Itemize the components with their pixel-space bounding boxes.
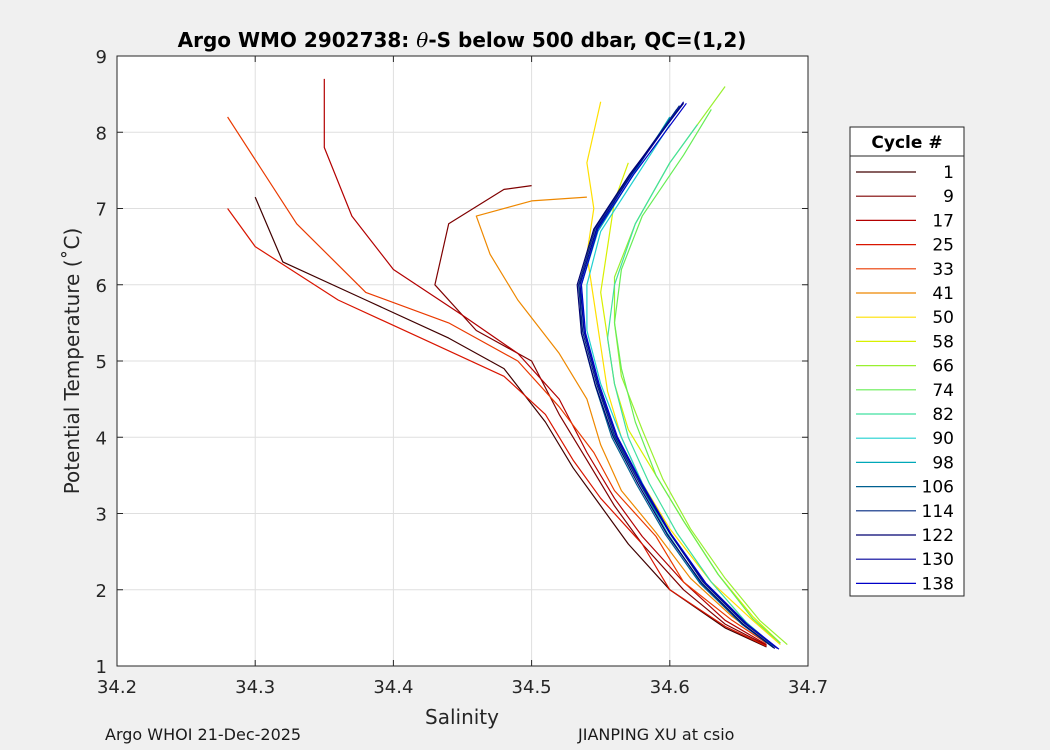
series-line-cycle-138 (580, 102, 780, 650)
legend-label-cycle-74: 74 (932, 381, 954, 401)
footer-right-credit: JIANPING XU at csio (578, 725, 735, 744)
legend-box (849, 126, 965, 597)
series-line-cycle-9 (434, 185, 767, 646)
x-tick-label: 34.4 (373, 677, 413, 698)
legend-label-cycle-58: 58 (932, 332, 954, 352)
legend-label-cycle-122: 122 (922, 526, 954, 546)
footer-left-credit: Argo WHOI 21-Dec-2025 (105, 725, 302, 744)
legend-title: Cycle # (871, 133, 942, 153)
series-line-cycle-25 (227, 208, 767, 647)
legend-label-cycle-25: 25 (932, 236, 954, 256)
legend-label-cycle-106: 106 (922, 478, 954, 498)
y-tick-label: 6 (96, 276, 107, 297)
legend-label-cycle-130: 130 (922, 550, 954, 570)
legend-label-cycle-82: 82 (932, 405, 954, 425)
series-lines (227, 78, 788, 650)
y-tick-label: 4 (96, 428, 107, 449)
legend-label-cycle-1: 1 (943, 163, 954, 183)
y-tick-label: 9 (96, 47, 107, 68)
legend-label-cycle-9: 9 (943, 187, 954, 207)
series-line-cycle-33 (227, 116, 767, 644)
series-line-cycle-122 (576, 102, 776, 649)
legend-label-cycle-138: 138 (922, 574, 954, 594)
x-tick-label: 34.2 (97, 677, 137, 698)
ticks: 34.2 34.3 34.4 34.5 34.6 34.7 1 2 3 4 5 6 7 8 9 (96, 47, 828, 698)
legend-label-cycle-90: 90 (932, 429, 954, 449)
series-line-cycle-106 (579, 109, 774, 649)
chart-title: Argo WMO 2902738: θ-S below 500 dbar, QC… (178, 28, 747, 52)
x-tick-label: 34.7 (788, 677, 828, 698)
legend-items: 1 9 17 25 33 41 50 58 66 74 82 90 98 106 114 122 130 138 (856, 163, 954, 594)
x-tick-label: 34.5 (512, 677, 552, 698)
y-tick-label: 5 (96, 352, 107, 373)
y-tick-label: 2 (96, 581, 107, 602)
x-axis-label: Salinity (425, 705, 499, 729)
legend-label-cycle-33: 33 (932, 260, 954, 280)
series-line-cycle-74 (613, 109, 781, 644)
y-tick-label: 1 (96, 657, 107, 678)
series-line-cycle-82 (607, 124, 774, 646)
legend-label-cycle-114: 114 (922, 502, 954, 522)
series-line-cycle-41 (475, 196, 767, 643)
legend-label-cycle-17: 17 (932, 211, 954, 231)
x-tick-label: 34.6 (650, 677, 690, 698)
y-tick-label: 8 (96, 123, 107, 144)
series-line-cycle-114 (578, 105, 777, 649)
y-axis-label: Potential Temperature (˚C) (60, 228, 84, 495)
legend-label-cycle-41: 41 (932, 284, 954, 304)
x-tick-label: 34.3 (235, 677, 275, 698)
legend-label-cycle-66: 66 (932, 357, 954, 377)
y-tick-label: 3 (96, 505, 107, 526)
legend-label-cycle-50: 50 (932, 308, 954, 328)
legend-label-cycle-98: 98 (932, 453, 954, 473)
legend: Cycle # 1 9 17 25 33 41 50 58 66 74 82 90 98 106 114 12… (849, 126, 965, 597)
y-tick-label: 7 (96, 200, 107, 221)
